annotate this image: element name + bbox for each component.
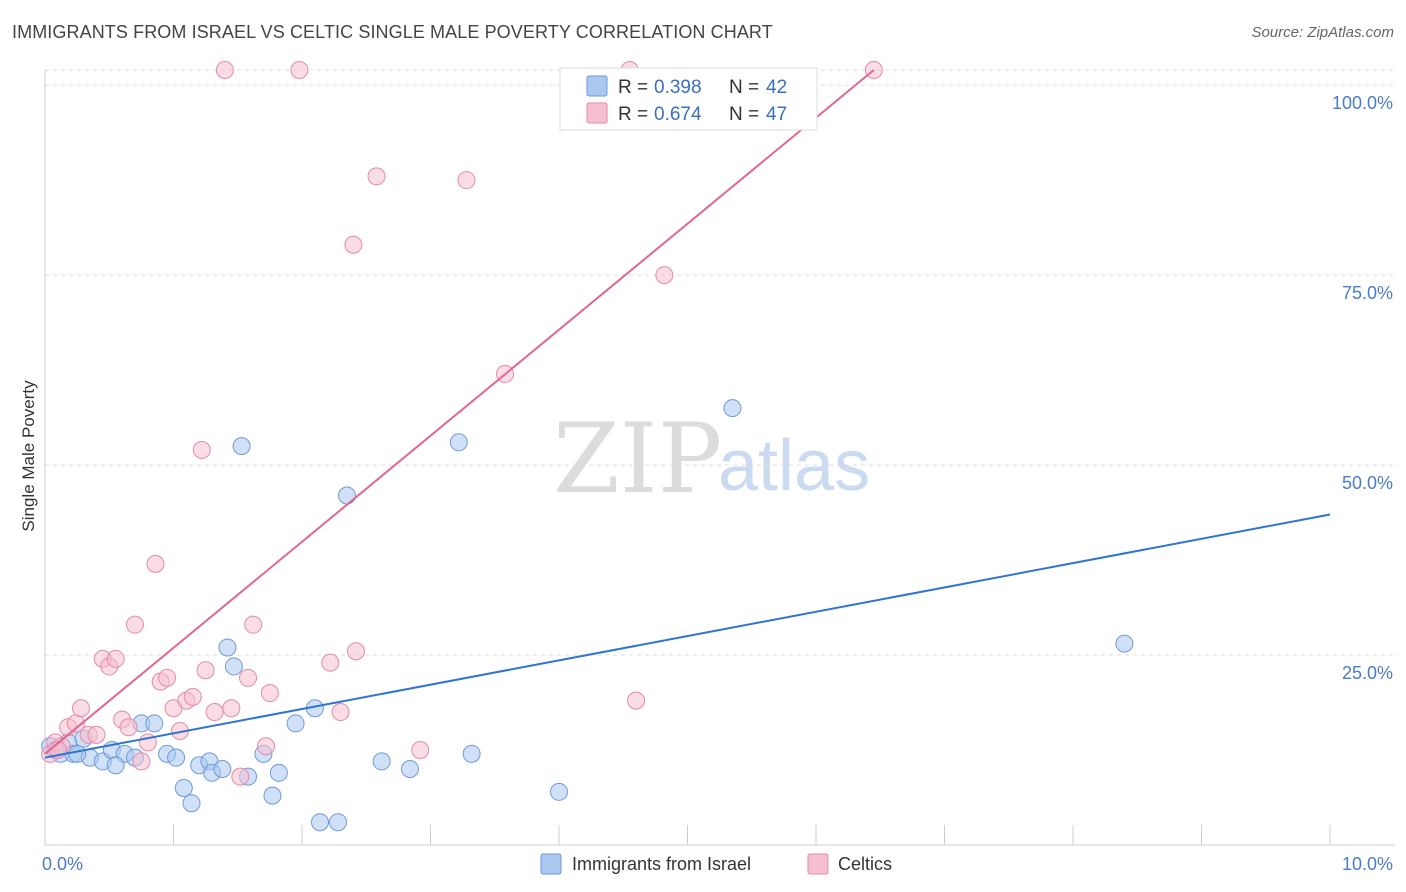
- watermark-atlas: atlas: [718, 426, 870, 506]
- legend-r-label-israel: R =: [618, 77, 648, 98]
- data-point-celtics: [71, 699, 90, 718]
- data-point-celtics: [106, 649, 125, 668]
- data-point-celtics: [231, 767, 250, 786]
- data-point-celtics: [411, 741, 430, 760]
- data-point-celtics: [132, 752, 151, 771]
- data-point-celtics: [222, 699, 241, 718]
- data-point-israel: [174, 779, 193, 798]
- data-point-israel: [328, 813, 347, 832]
- data-point-israel: [723, 399, 742, 418]
- data-point-celtics: [344, 235, 363, 254]
- legend-swatch-israel: [586, 75, 608, 97]
- data-point-celtics: [655, 266, 674, 285]
- data-point-israel: [182, 794, 201, 813]
- chart-title: IMMIGRANTS FROM ISRAEL VS CELTIC SINGLE …: [12, 22, 773, 42]
- trend-line-israel: [44, 513, 1331, 759]
- data-point-israel: [400, 760, 419, 779]
- legend-n-value-israel: 42: [766, 77, 787, 98]
- x-tick-label: 10.0%: [1342, 854, 1393, 874]
- bottom-legend-swatch-celtics: [807, 853, 829, 875]
- data-point-celtics: [367, 167, 386, 186]
- data-point-celtics: [239, 668, 258, 687]
- data-point-celtics: [183, 687, 202, 706]
- legend: R = 0.398 N = 42 R = 0.674 N = 47: [559, 67, 818, 131]
- data-point-israel: [232, 437, 251, 456]
- bottom-legend-swatch-israel: [540, 853, 562, 875]
- data-point-israel: [224, 657, 243, 676]
- data-point-israel: [462, 744, 481, 763]
- legend-n-label-israel: N =: [729, 77, 759, 98]
- data-point-celtics: [257, 737, 276, 756]
- data-point-israel: [1115, 634, 1134, 653]
- data-point-celtics: [321, 653, 340, 672]
- data-point-israel: [310, 813, 329, 832]
- data-point-celtics: [87, 725, 106, 744]
- data-point-israel: [218, 638, 237, 657]
- trend-lines: [44, 69, 1331, 759]
- y-axis-label: Single Male Poverty: [19, 380, 38, 532]
- data-point-israel: [263, 786, 282, 805]
- tick-labels: 25.0% 50.0% 75.0% 100.0% 0.0% 10.0%: [42, 93, 1393, 874]
- y-tick-label: 25.0%: [1342, 663, 1393, 683]
- data-point-celtics: [244, 615, 263, 634]
- data-point-celtics: [457, 171, 476, 190]
- y-tick-label: 75.0%: [1342, 283, 1393, 303]
- x-tick-label: 0.0%: [42, 854, 83, 874]
- data-point-celtics: [196, 661, 215, 680]
- data-point-celtics: [192, 440, 211, 459]
- data-point-israel: [337, 486, 356, 505]
- bottom-legend-label-israel: Immigrants from Israel: [572, 854, 751, 874]
- legend-n-value-celtics: 47: [766, 104, 787, 125]
- data-point-israel: [145, 714, 164, 733]
- legend-swatch-celtics: [586, 102, 608, 124]
- data-point-celtics: [146, 554, 165, 573]
- data-point-israel: [68, 744, 87, 763]
- legend-r-label-celtics: R =: [618, 104, 648, 125]
- data-point-israel: [550, 782, 568, 801]
- watermark: ZIP atlas: [553, 403, 870, 515]
- data-point-celtics: [346, 642, 365, 661]
- grid-lines: [45, 69, 1395, 656]
- y-tick-label: 100.0%: [1332, 93, 1393, 113]
- data-point-israel: [372, 752, 391, 771]
- legend-r-value-celtics: 0.674: [654, 104, 702, 125]
- data-point-celtics: [125, 615, 144, 634]
- watermark-zip: ZIP: [553, 403, 722, 515]
- data-point-israel: [213, 760, 232, 779]
- axes: [44, 70, 1395, 846]
- data-points: [41, 61, 1134, 832]
- y-tick-label: 50.0%: [1342, 473, 1393, 493]
- data-point-israel: [286, 714, 305, 733]
- data-point-celtics: [627, 691, 646, 710]
- data-point-israel: [106, 756, 125, 775]
- data-point-celtics: [331, 703, 350, 722]
- data-point-celtics: [119, 718, 138, 737]
- chart-source: Source: ZipAtlas.com: [1251, 24, 1394, 41]
- bottom-legend: Immigrants from Israel Celtics: [540, 853, 892, 875]
- trend-line-celtics: [44, 69, 875, 755]
- data-point-celtics: [215, 61, 234, 79]
- data-point-celtics: [260, 684, 279, 703]
- data-point-celtics: [158, 668, 177, 687]
- data-point-celtics: [290, 61, 309, 79]
- bottom-legend-label-celtics: Celtics: [838, 854, 892, 874]
- data-point-israel: [449, 433, 468, 452]
- data-point-israel: [269, 763, 288, 782]
- legend-r-value-israel: 0.398: [654, 77, 702, 98]
- data-point-celtics: [205, 703, 224, 722]
- data-point-israel: [167, 748, 186, 767]
- legend-n-label-celtics: N =: [729, 104, 759, 125]
